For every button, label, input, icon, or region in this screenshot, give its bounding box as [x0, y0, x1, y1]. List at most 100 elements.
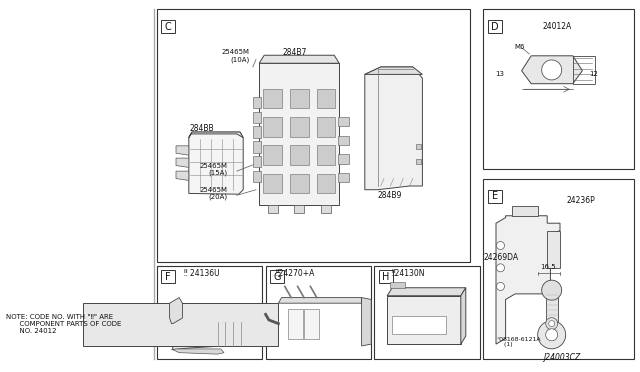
- Text: 25465M
(10A): 25465M (10A): [221, 49, 250, 62]
- Bar: [392, 316, 446, 334]
- Bar: [317, 89, 335, 109]
- Text: 25465M
(15A): 25465M (15A): [199, 163, 227, 176]
- Circle shape: [497, 264, 504, 272]
- Bar: [263, 89, 282, 109]
- Bar: [379, 270, 393, 283]
- Text: H: H: [382, 272, 390, 282]
- Polygon shape: [176, 146, 189, 155]
- Polygon shape: [253, 126, 261, 138]
- Text: F: F: [166, 272, 171, 282]
- Text: 24269DA: 24269DA: [483, 253, 518, 262]
- Circle shape: [546, 329, 557, 341]
- Polygon shape: [176, 158, 189, 167]
- Circle shape: [497, 241, 504, 250]
- Text: 284BB: 284BB: [190, 124, 214, 133]
- Polygon shape: [170, 298, 182, 324]
- Bar: [294, 205, 304, 213]
- Bar: [304, 308, 319, 339]
- Polygon shape: [365, 67, 422, 190]
- Bar: [546, 290, 557, 337]
- Bar: [390, 282, 405, 288]
- Polygon shape: [278, 298, 362, 303]
- Bar: [157, 9, 470, 262]
- Bar: [483, 179, 634, 359]
- Polygon shape: [338, 173, 349, 182]
- Bar: [157, 266, 262, 359]
- Text: M6: M6: [514, 44, 524, 49]
- Polygon shape: [338, 136, 349, 145]
- Polygon shape: [522, 56, 582, 84]
- Bar: [321, 205, 331, 213]
- Text: °08168-6121A
    (1): °08168-6121A (1): [496, 337, 541, 347]
- Text: 13: 13: [495, 71, 504, 77]
- Text: ‼24270+A: ‼24270+A: [276, 269, 316, 278]
- Polygon shape: [253, 156, 261, 167]
- Polygon shape: [253, 141, 261, 153]
- Circle shape: [548, 321, 555, 327]
- Polygon shape: [189, 132, 243, 194]
- Circle shape: [541, 60, 562, 80]
- Polygon shape: [512, 206, 538, 216]
- Text: J24003CZ: J24003CZ: [543, 353, 580, 362]
- Polygon shape: [338, 154, 349, 164]
- Circle shape: [538, 321, 566, 349]
- Polygon shape: [387, 288, 466, 296]
- Text: 24012A: 24012A: [543, 22, 572, 31]
- Circle shape: [546, 318, 557, 330]
- Bar: [263, 117, 282, 137]
- Bar: [161, 20, 175, 33]
- Bar: [263, 173, 282, 193]
- Polygon shape: [253, 171, 261, 182]
- Bar: [83, 303, 278, 346]
- Text: ‼ 24136U: ‼ 24136U: [184, 269, 220, 278]
- Polygon shape: [365, 67, 422, 74]
- Text: 284B7: 284B7: [282, 48, 307, 57]
- Bar: [268, 205, 278, 213]
- Bar: [488, 20, 502, 33]
- Polygon shape: [362, 298, 371, 346]
- Bar: [290, 173, 308, 193]
- Text: ‼24130N: ‼24130N: [392, 269, 425, 278]
- Bar: [416, 159, 421, 164]
- Bar: [573, 56, 595, 84]
- Polygon shape: [259, 55, 339, 63]
- Polygon shape: [461, 288, 466, 344]
- Polygon shape: [176, 171, 189, 180]
- Text: NOTE: CODE NO. WITH "‼" ARE
      COMPONENT PARTS OF CODE
      NO. 24012: NOTE: CODE NO. WITH "‼" ARE COMPONENT PA…: [6, 314, 122, 334]
- Text: C: C: [165, 22, 172, 32]
- Text: 284B9: 284B9: [378, 191, 402, 200]
- Bar: [290, 117, 308, 137]
- Text: 16.5: 16.5: [541, 264, 556, 270]
- Bar: [317, 145, 335, 165]
- Bar: [290, 89, 308, 109]
- Circle shape: [541, 280, 562, 300]
- Bar: [387, 296, 461, 344]
- Text: 25465M
(20A): 25465M (20A): [199, 187, 227, 200]
- Polygon shape: [172, 349, 224, 354]
- Bar: [374, 266, 480, 359]
- Text: D: D: [491, 22, 499, 32]
- Polygon shape: [253, 97, 261, 108]
- Bar: [317, 117, 335, 137]
- Text: 12: 12: [589, 71, 598, 77]
- Polygon shape: [496, 216, 560, 344]
- Text: 24236P: 24236P: [566, 196, 595, 205]
- Polygon shape: [253, 112, 261, 123]
- Bar: [288, 308, 303, 339]
- Bar: [161, 270, 175, 283]
- Bar: [488, 190, 502, 203]
- Bar: [266, 266, 371, 359]
- Bar: [259, 63, 339, 205]
- Bar: [416, 144, 421, 149]
- Circle shape: [497, 282, 504, 291]
- Text: E: E: [492, 191, 498, 201]
- Bar: [483, 9, 634, 169]
- Polygon shape: [173, 318, 246, 350]
- Bar: [263, 145, 282, 165]
- Polygon shape: [189, 132, 243, 138]
- Polygon shape: [338, 117, 349, 126]
- Bar: [317, 173, 335, 193]
- Text: G: G: [273, 272, 281, 282]
- Bar: [290, 145, 308, 165]
- Bar: [270, 270, 284, 283]
